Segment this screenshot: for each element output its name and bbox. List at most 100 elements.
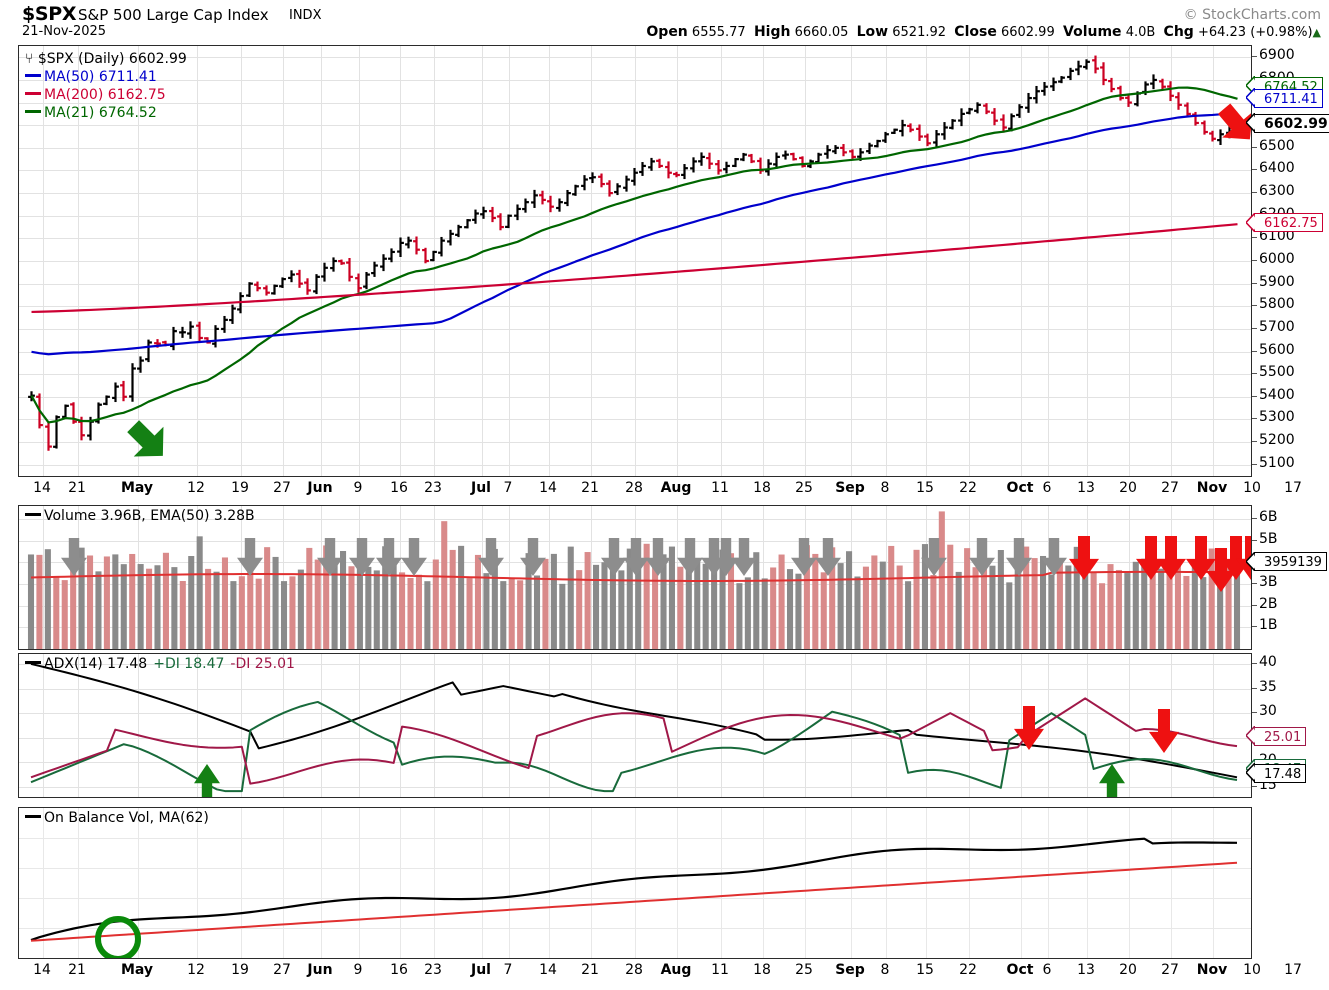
volume-bar	[348, 566, 355, 649]
volume-bar	[474, 554, 482, 649]
volume-bar	[399, 572, 406, 649]
legend-item: ADX(14) 17.48	[25, 656, 147, 672]
volume-bar	[1233, 551, 1241, 649]
legend-color-swatch	[25, 92, 41, 95]
volume-bar	[162, 552, 169, 649]
obv-chart-panel[interactable]: On Balance Vol, MA(62)	[18, 807, 1252, 959]
date-axis-label: Jul	[471, 480, 491, 496]
price-axis-label: 6000	[1259, 251, 1295, 267]
volume-bar	[365, 566, 372, 649]
volume-bar	[525, 553, 532, 649]
axis-tick	[1252, 328, 1257, 329]
price-axis-label: 5900	[1259, 273, 1295, 290]
legend-label: On Balance Vol, MA(62)	[44, 810, 209, 826]
chart-date: 21-Nov-2025	[22, 24, 107, 39]
volume-bar	[770, 567, 777, 649]
volume-bar	[997, 550, 1004, 649]
volume-bar	[753, 552, 760, 649]
date-axis-label: 18	[753, 962, 771, 978]
price-chart-panel[interactable]: ⑂ $SPX (Daily) 6602.99 MA(50) 6711.41 MA(2…	[18, 45, 1252, 477]
volume-bar	[61, 580, 68, 649]
price-callout: 17.48	[1246, 763, 1307, 783]
volume-bar	[340, 550, 347, 649]
volume-bar	[812, 553, 819, 649]
date-axis-label: 8	[880, 962, 890, 978]
chg-label: Chg	[1163, 24, 1194, 40]
axis-tick	[1252, 396, 1257, 397]
legend-label: ⑂ $SPX (Daily) 6602.99	[25, 51, 187, 67]
volume-bar	[677, 566, 684, 649]
volume-bar	[95, 571, 102, 649]
date-axis-label: Aug	[660, 962, 692, 978]
price-axis-label: 6400	[1259, 160, 1295, 177]
legend-item: On Balance Vol, MA(62)	[25, 810, 209, 826]
volume-bar	[1023, 546, 1030, 649]
volume-bar	[803, 545, 810, 649]
volume-bar	[500, 581, 507, 649]
legend-color-swatch	[25, 661, 41, 664]
volume-bar	[179, 580, 186, 649]
price-callout: 6711.41	[1246, 88, 1323, 108]
adx-chart-panel[interactable]: ADX(14) 17.48 +DI 18.47 -DI 25.01	[18, 653, 1252, 798]
heavy-distribution-arrow-icon	[1136, 536, 1166, 580]
distribution-day-arrow-icon	[791, 538, 817, 576]
volume-bar	[314, 559, 321, 649]
axis-tick	[1252, 260, 1257, 261]
volume-bar	[913, 549, 920, 649]
volume-bar	[86, 555, 94, 649]
volume-bar	[390, 558, 397, 649]
callout-pointer	[1246, 212, 1255, 232]
price-callout: 25.01	[1246, 726, 1307, 746]
obv-bullish-crossover-circle-icon	[95, 916, 141, 958]
obv-plot-area[interactable]: On Balance Vol, MA(62)	[19, 808, 1251, 958]
distribution-day-arrow-icon	[478, 538, 504, 576]
volume-bar	[533, 575, 541, 649]
price-axis-label: 5500	[1259, 364, 1295, 381]
legend-label: MA(200) 6162.75	[44, 87, 166, 103]
volume-bar	[888, 545, 895, 649]
axis-tick	[1252, 441, 1257, 442]
date-axis-label: 20	[1119, 962, 1137, 978]
legend-item: -DI 25.01	[230, 656, 295, 672]
volume-bar	[1132, 561, 1139, 649]
date-axis-label: 17	[1284, 962, 1302, 978]
price-axis-label: 5700	[1259, 318, 1295, 335]
bottom-x-axis: 14 21 May 12 19 27 Jun 9 16 23 Jul 7 14 21 28 Aug 11 18 25…	[18, 960, 1302, 986]
volume-bar	[778, 554, 785, 649]
price-plot-area[interactable]: ⑂ $SPX (Daily) 6602.99 MA(50) 6711.41 MA(2…	[19, 46, 1251, 476]
volume-chart-panel[interactable]: Volume 3.96B, EMA(50) 3.28B	[18, 505, 1252, 650]
volume-bar	[424, 581, 431, 649]
volume-bar	[1158, 568, 1165, 649]
date-axis-label: 28	[625, 480, 643, 496]
volume-bar	[1039, 555, 1047, 649]
axis-tick	[1252, 464, 1257, 465]
date-axis-label: 27	[273, 962, 291, 978]
volume-y-axis: 6B5B4B3B2B1B3959139	[1246, 505, 1329, 650]
volume-bar	[238, 576, 245, 649]
axis-tick	[1252, 351, 1257, 352]
price-axis-label: 5200	[1259, 432, 1295, 449]
legend-item: MA(200) 6162.75	[25, 86, 187, 104]
volume-bar	[1056, 559, 1063, 649]
axis-tick	[1252, 518, 1257, 519]
chg-value: +64.23 (+0.98%)	[1197, 25, 1313, 40]
close-label: Close	[954, 24, 997, 40]
distribution-day-arrow-icon	[677, 538, 703, 576]
stockcharts-watermark: © StockCharts.com	[1183, 7, 1321, 23]
distribution-day-arrow-icon	[623, 538, 649, 576]
volume-bar	[1124, 573, 1131, 649]
volume-bar	[947, 544, 954, 649]
date-axis-label: 12	[187, 480, 205, 496]
distribution-day-arrow-icon	[601, 538, 627, 576]
adx-plot-area[interactable]: ADX(14) 17.48 +DI 18.47 -DI 25.01	[19, 654, 1251, 797]
date-axis-label: Sep	[835, 480, 865, 496]
volume-plot-area[interactable]: Volume 3.96B, EMA(50) 3.28B	[19, 506, 1251, 649]
price-axis-label: 6900	[1259, 47, 1295, 64]
volume-bar	[373, 570, 380, 649]
legend-label: MA(21) 6764.52	[44, 105, 157, 121]
volume-bar	[78, 547, 85, 649]
volume-bar	[1006, 582, 1013, 649]
volume-bar	[188, 556, 195, 649]
distribution-day-arrow-icon	[713, 538, 739, 576]
volume-bar	[1073, 546, 1080, 649]
